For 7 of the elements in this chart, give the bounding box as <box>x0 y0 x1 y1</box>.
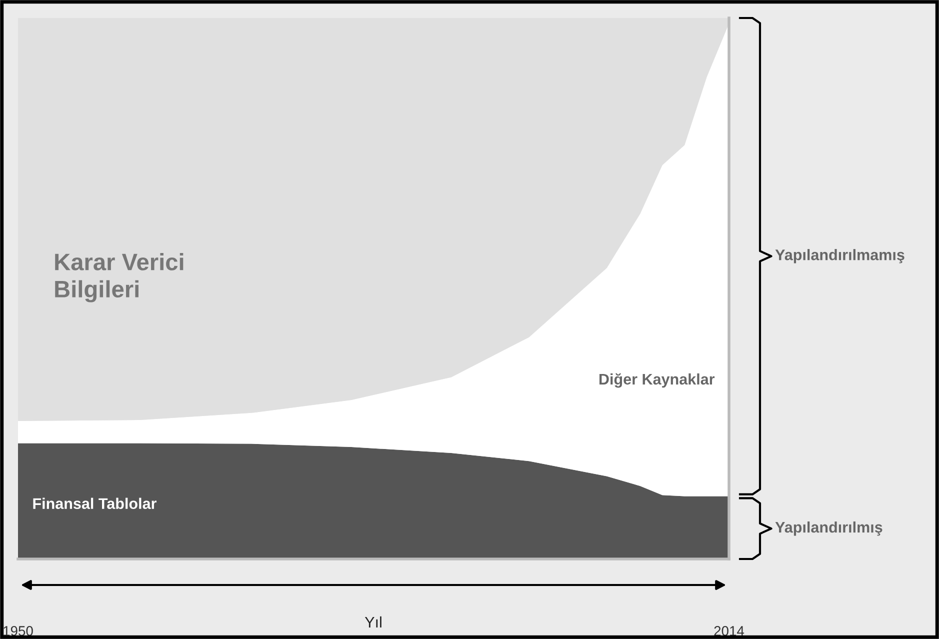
text: Yapılandırılmamış <box>775 249 904 264</box>
series-label: Finansal Tablolar <box>33 498 157 509</box>
x-tick-label: 1950 <box>4 626 33 636</box>
x-axis-title: Yıl <box>364 616 382 628</box>
text: Yapılandırılmış <box>775 521 882 536</box>
series-label: Diğer Kaynaklar <box>599 373 715 388</box>
series-label: Karar Verici Bilgileri <box>55 253 184 302</box>
